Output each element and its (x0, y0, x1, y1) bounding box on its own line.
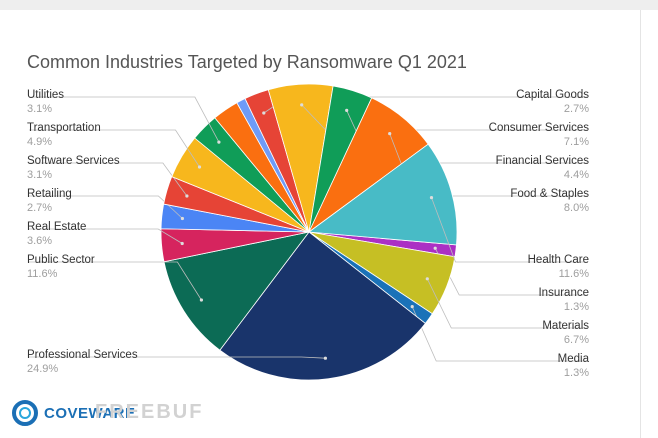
top-band (0, 0, 658, 10)
leader-dot-professional-services (323, 356, 327, 360)
slice-label-name: Consumer Services (488, 122, 589, 134)
slice-label-professional-services: Professional Services 24.9% (27, 348, 138, 376)
slice-label-health-care: Health Care 11.6% (528, 253, 589, 281)
slice-label-percent: 3.1% (27, 103, 53, 115)
slice-label-consumer-services: Consumer Services 7.1% (489, 121, 589, 149)
slice-label-capital-goods: Capital Goods 2.7% (516, 88, 589, 116)
slice-label-percent: 3.6% (27, 235, 53, 247)
slice-label-name: Utilities (27, 89, 65, 101)
slice-label-media: Media 1.3% (558, 352, 589, 380)
slice-label-name: Transportation (27, 122, 101, 134)
slice-label-public-sector: Public Sector 11.6% (27, 253, 95, 281)
slice-label-percent: 1.3% (563, 367, 589, 379)
leader-line-transportation (29, 129, 200, 168)
leader-dot-food-and-staples (388, 132, 392, 136)
leader-dot-health-care (429, 196, 434, 200)
slice-label-insurance: Insurance 1.3% (538, 286, 589, 314)
slice-label-food-and-staples: Food & Staples 8.0% (510, 187, 589, 215)
slice-label-name: Real Estate (27, 221, 87, 233)
slice-label-percent: 11.6% (27, 268, 58, 280)
slice-label-name: Insurance (538, 287, 589, 299)
leader-dot-retailing (180, 216, 184, 221)
leader-line-utilities (29, 96, 220, 143)
leader-line-retailing (29, 195, 183, 219)
leader-line-software-services (29, 162, 188, 197)
coveware-logo-icon (12, 400, 38, 426)
pie-slice-public-sector (163, 231, 310, 351)
leader-dot-transportation (197, 165, 202, 169)
chart-title: Common Industries Targeted by Ransomware… (27, 52, 467, 72)
slice-label-percent: 4.9% (27, 136, 53, 148)
slice-label-percent: 24.9% (27, 363, 59, 375)
slice-label-materials: Materials 6.7% (542, 319, 589, 347)
slice-label-transportation: Transportation 4.9% (27, 121, 101, 149)
slice-label-percent: 4.4% (563, 169, 589, 181)
slice-label-name: Retailing (27, 188, 72, 200)
leader-line-materials (426, 278, 587, 329)
leader-dot-utilities (217, 140, 221, 144)
slice-label-name: Health Care (527, 254, 589, 266)
slice-label-percent: 2.7% (27, 202, 53, 214)
slice-label-real-estate: Real Estate 3.6% (27, 220, 86, 248)
slice-label-utilities: Utilities 3.1% (27, 88, 64, 116)
slice-label-name: Public Sector (27, 254, 95, 266)
slice-label-name: Capital Goods (516, 89, 589, 101)
leader-dot-real-estate (180, 241, 184, 246)
slice-label-financial-services: Financial Services 4.4% (496, 154, 589, 182)
slice-label-percent: 2.7% (563, 103, 589, 115)
leader-line-public-sector (29, 261, 202, 301)
pie-slice-health-care (307, 143, 458, 246)
coveware-logo: COVEWARE (12, 400, 136, 426)
leader-dot-media (410, 305, 414, 309)
slice-label-percent: 3.1% (27, 169, 53, 181)
leader-dot-insurance (433, 246, 437, 250)
slice-label-percent: 11.6% (558, 268, 589, 280)
leader-dot-financial-services (345, 108, 349, 112)
leader-line-health-care (431, 197, 587, 263)
slice-label-name: Materials (542, 320, 589, 332)
slice-label-name: Software Services (27, 155, 120, 167)
leader-line-professional-services (29, 356, 326, 359)
slice-label-name: Financial Services (495, 155, 589, 167)
pie-slice-professional-services (219, 231, 426, 381)
slice-label-percent: 7.1% (563, 136, 589, 148)
leader-dot-consumer-services (300, 103, 304, 107)
slice-label-name: Food & Staples (510, 188, 589, 200)
slice-label-name: Professional Services (27, 349, 138, 361)
coveware-logo-text: COVEWARE (44, 404, 136, 422)
slice-label-software-services: Software Services 3.1% (27, 154, 120, 182)
leader-dot-public-sector (199, 298, 203, 302)
slice-label-name: Media (557, 353, 589, 365)
slice-label-percent: 8.0% (563, 202, 589, 214)
leader-dot-software-services (185, 194, 189, 198)
leader-dot-materials (425, 277, 429, 281)
leader-dot-capital-goods (262, 111, 266, 115)
slice-label-percent: 6.7% (563, 334, 589, 346)
leader-line-real-estate (29, 228, 183, 244)
slice-label-retailing: Retailing 2.7% (27, 187, 72, 215)
watermark: FREEBUF (95, 401, 204, 423)
slice-label-percent: 1.3% (563, 301, 589, 313)
